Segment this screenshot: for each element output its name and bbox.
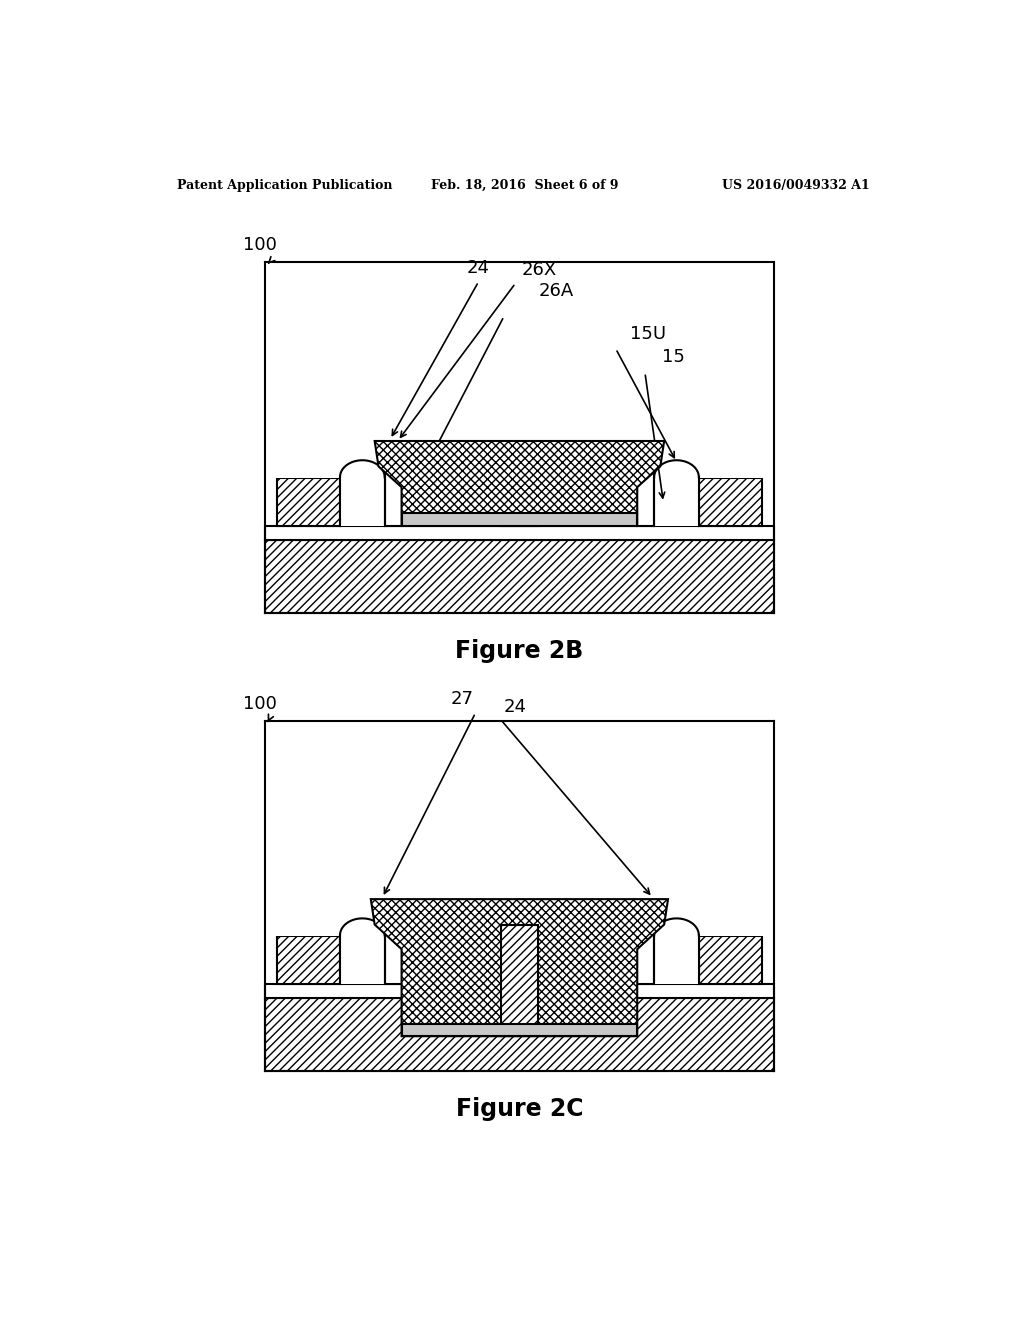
Text: 26X: 26X [521,261,557,279]
Bar [266,263,340,478]
Text: 15U: 15U [630,325,666,343]
Bar [501,924,538,1036]
Polygon shape [340,919,385,936]
Bar [266,721,340,936]
Bar [698,936,762,983]
Bar [385,923,401,983]
Text: 100: 100 [243,236,276,255]
Text: Figure 2C: Figure 2C [456,1097,583,1122]
Polygon shape [340,461,385,478]
Bar [340,478,385,525]
Bar [265,525,773,540]
Text: 100: 100 [243,694,276,713]
Bar [699,721,773,936]
Text: Patent Application Publication: Patent Application Publication [177,178,392,191]
Bar [276,478,340,525]
Bar [276,936,340,983]
Bar [340,936,385,983]
Text: Feb. 18, 2016  Sheet 6 of 9: Feb. 18, 2016 Sheet 6 of 9 [431,178,618,191]
Polygon shape [371,899,668,1036]
Bar [637,923,654,983]
Text: 15: 15 [662,348,685,366]
Bar [401,1024,637,1036]
Text: US 2016/0049332 A1: US 2016/0049332 A1 [722,178,869,191]
Text: 26A: 26A [539,282,573,300]
Text: 24: 24 [504,698,527,715]
Bar [385,465,401,525]
Bar [698,478,762,525]
Polygon shape [654,919,698,936]
Text: Figure 2B: Figure 2B [456,639,584,663]
Text: 27: 27 [451,690,473,708]
Text: 24: 24 [467,259,490,277]
Polygon shape [654,461,698,478]
Bar [501,478,538,525]
Bar [265,983,773,998]
Bar [265,540,773,612]
Bar [699,263,773,478]
Bar [401,513,637,525]
Bar [654,478,698,525]
Bar [265,998,773,1071]
Bar [654,936,698,983]
Bar [637,465,654,525]
Polygon shape [375,441,665,525]
